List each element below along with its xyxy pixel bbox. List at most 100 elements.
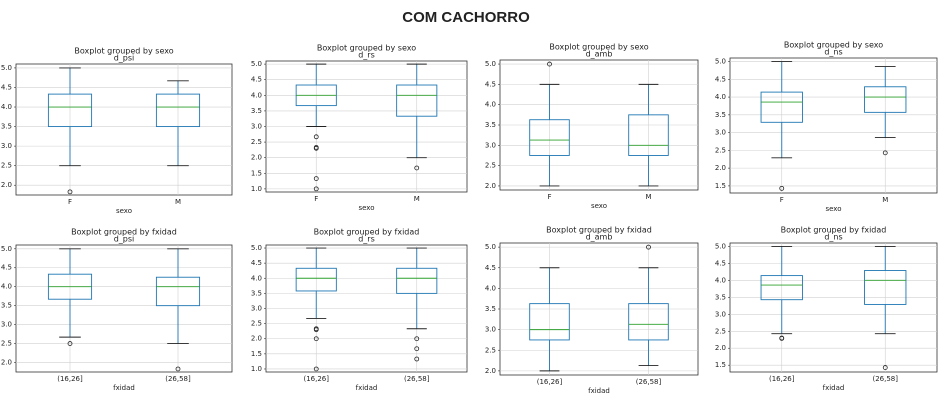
box bbox=[396, 267, 438, 294]
x-tick-label: M bbox=[882, 196, 888, 204]
x-axis-label: fxidad bbox=[356, 384, 378, 392]
y-tick-label: 1.0 bbox=[251, 185, 262, 193]
y-tick-label: 5.0 bbox=[251, 244, 262, 252]
flier bbox=[313, 366, 319, 372]
x-tick-label: M bbox=[414, 195, 420, 203]
flier bbox=[414, 346, 420, 352]
flier bbox=[547, 61, 552, 67]
box bbox=[628, 114, 669, 156]
x-axis-label: fxidad bbox=[588, 387, 610, 395]
x-tick-label: F bbox=[780, 196, 784, 204]
x-tick-label: F bbox=[547, 193, 551, 201]
y-tick-label: 2.0 bbox=[715, 344, 726, 352]
flier bbox=[646, 244, 651, 250]
y-tick-label: 1.5 bbox=[251, 169, 262, 177]
plot-frame bbox=[15, 244, 233, 373]
x-tick-label: (26,58] bbox=[404, 375, 430, 383]
y-tick-label: 5.0 bbox=[1, 245, 12, 253]
flier bbox=[414, 336, 420, 342]
flier bbox=[414, 165, 420, 171]
box bbox=[760, 275, 803, 301]
flier bbox=[313, 336, 319, 342]
panel-subtitle: d_ns bbox=[824, 48, 842, 57]
y-tick-label: 4.5 bbox=[1, 264, 12, 272]
flier bbox=[175, 366, 181, 372]
y-tick-label: 3.5 bbox=[251, 107, 262, 115]
flier bbox=[313, 145, 319, 151]
flier bbox=[313, 134, 319, 140]
y-tick-label: 4.0 bbox=[715, 93, 726, 101]
x-tick-label: (16,26] bbox=[57, 375, 83, 383]
y-tick-label: 4.0 bbox=[1, 283, 12, 291]
y-tick-label: 3.0 bbox=[715, 129, 726, 137]
plot-frame bbox=[729, 242, 938, 373]
y-tick-label: 3.5 bbox=[485, 305, 496, 313]
y-tick-label: 3.5 bbox=[485, 121, 496, 129]
y-tick-label: 5.0 bbox=[485, 60, 496, 68]
y-tick-label: 3.0 bbox=[485, 326, 496, 334]
x-axis-label: fxidad bbox=[113, 384, 135, 392]
box bbox=[529, 303, 570, 341]
y-tick-label: 3.5 bbox=[1, 123, 12, 131]
y-tick-label: 3.0 bbox=[251, 123, 262, 131]
x-axis-label: sexo bbox=[358, 204, 374, 212]
y-tick-label: 3.5 bbox=[715, 111, 726, 119]
flier bbox=[779, 335, 785, 341]
x-axis-label: fxidad bbox=[823, 384, 845, 392]
x-axis-label: sexo bbox=[825, 205, 841, 213]
panel-title: Boxplot grouped by fxidad bbox=[314, 228, 420, 237]
y-tick-label: 3.0 bbox=[1, 321, 12, 329]
y-tick-label: 4.5 bbox=[1, 83, 12, 91]
flier bbox=[313, 176, 319, 181]
y-tick-label: 5.0 bbox=[251, 60, 262, 68]
y-tick-label: 4.0 bbox=[485, 101, 496, 109]
y-tick-label: 5.0 bbox=[1, 64, 12, 72]
box bbox=[155, 93, 201, 128]
panel-subtitle: d_psi bbox=[114, 54, 135, 63]
y-tick-label: 2.5 bbox=[251, 320, 262, 328]
box bbox=[760, 91, 803, 123]
x-tick-label: (16,26] bbox=[303, 375, 329, 383]
flier bbox=[67, 189, 73, 195]
y-tick-label: 4.5 bbox=[715, 75, 726, 83]
plot-frame bbox=[729, 57, 938, 194]
plot-frame bbox=[15, 63, 233, 196]
panel-subtitle: d_rs bbox=[358, 235, 375, 244]
y-tick-label: 3.5 bbox=[1, 302, 12, 310]
x-tick-label: (16,26] bbox=[537, 378, 563, 386]
y-tick-label: 2.5 bbox=[1, 340, 12, 348]
panel-title: Boxplot grouped by fxidad bbox=[546, 226, 652, 235]
panel-title: Boxplot grouped by sexo bbox=[549, 43, 648, 52]
panel-subtitle: d_rs bbox=[358, 51, 375, 60]
y-tick-label: 2.0 bbox=[485, 367, 496, 375]
box bbox=[628, 303, 669, 341]
panel-subtitle: d_amb bbox=[586, 50, 613, 59]
y-tick-label: 1.0 bbox=[251, 365, 262, 373]
y-tick-label: 2.5 bbox=[715, 327, 726, 335]
flier bbox=[313, 186, 319, 192]
y-tick-label: 1.5 bbox=[715, 361, 726, 369]
y-tick-label: 1.5 bbox=[715, 182, 726, 190]
y-tick-label: 4.5 bbox=[251, 259, 262, 267]
panel-subtitle: d_amb bbox=[586, 233, 613, 242]
flier bbox=[67, 341, 73, 346]
panel-title: Boxplot grouped by sexo bbox=[74, 47, 173, 56]
y-tick-label: 2.5 bbox=[1, 162, 12, 170]
y-tick-label: 2.0 bbox=[715, 164, 726, 172]
y-tick-label: 2.0 bbox=[251, 154, 262, 162]
x-tick-label: F bbox=[68, 198, 72, 206]
x-tick-label: F bbox=[314, 195, 318, 203]
y-tick-label: 4.5 bbox=[485, 264, 496, 272]
box bbox=[295, 267, 337, 292]
flier bbox=[882, 365, 888, 370]
panel-subtitle: d_psi bbox=[114, 235, 135, 244]
y-tick-label: 5.0 bbox=[715, 58, 726, 66]
y-tick-label: 3.0 bbox=[485, 141, 496, 149]
x-tick-label: M bbox=[175, 198, 181, 206]
y-tick-label: 3.5 bbox=[251, 289, 262, 297]
flier bbox=[882, 150, 888, 156]
x-tick-label: M bbox=[645, 193, 651, 201]
y-tick-label: 4.0 bbox=[1, 103, 12, 111]
y-tick-label: 5.0 bbox=[715, 242, 726, 250]
y-tick-label: 4.0 bbox=[715, 276, 726, 284]
